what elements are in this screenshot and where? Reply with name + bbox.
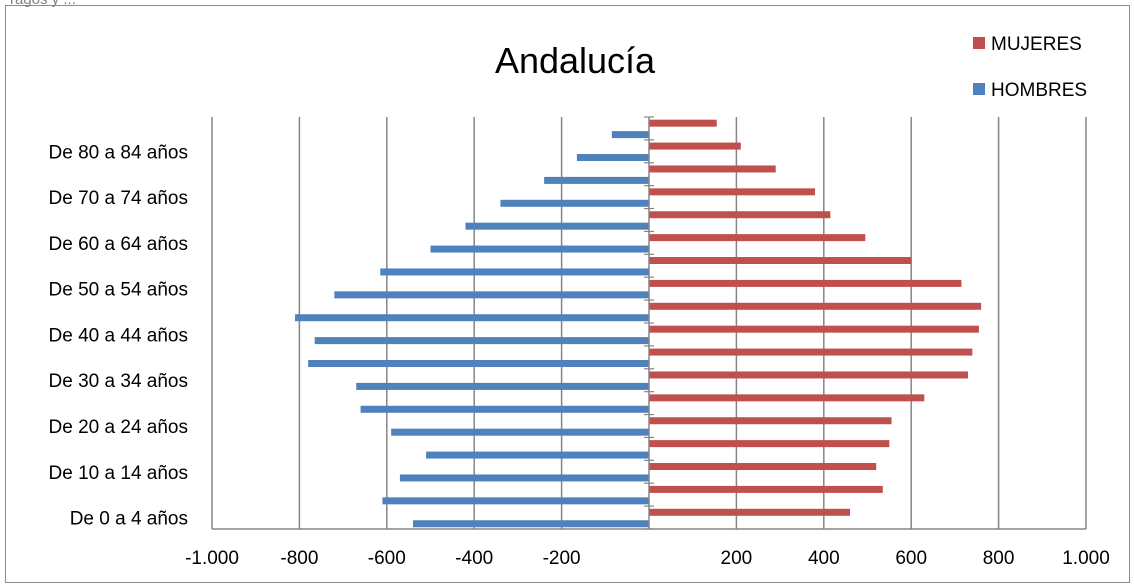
y-category-label: De 50 a 54 años bbox=[49, 280, 188, 301]
bar-hombres bbox=[465, 222, 649, 230]
legend: MUJERES HOMBRES bbox=[973, 34, 1087, 101]
bar-mujeres bbox=[649, 234, 866, 242]
x-tick-label: -800 bbox=[280, 548, 318, 569]
y-category-label: De 20 a 24 años bbox=[49, 417, 188, 438]
axes bbox=[212, 116, 1086, 530]
tick-labels: -1.000 -800 -600 -400 -200 200 400 600 800 1.000 D… bbox=[49, 142, 1110, 569]
y-category-label: De 30 a 34 años bbox=[49, 371, 188, 392]
legend-swatch bbox=[973, 83, 985, 95]
bar-mujeres bbox=[649, 188, 816, 196]
bar-hombres bbox=[334, 291, 649, 299]
x-tick-label: -200 bbox=[543, 548, 581, 569]
y-category-label: De 70 a 74 años bbox=[49, 188, 188, 209]
x-tick-label: -600 bbox=[368, 548, 406, 569]
bar-hombres bbox=[308, 360, 649, 368]
bar-mujeres bbox=[649, 371, 969, 379]
bar-hombres bbox=[611, 131, 649, 139]
bar-mujeres bbox=[649, 211, 831, 219]
bars bbox=[295, 119, 982, 528]
bar-mujeres bbox=[649, 257, 912, 265]
bar-hombres bbox=[500, 199, 649, 207]
legend-label: MUJERES bbox=[991, 34, 1082, 55]
bar-mujeres bbox=[649, 325, 979, 333]
x-tick-label: 400 bbox=[808, 548, 840, 569]
bar-mujeres bbox=[649, 508, 851, 516]
bar-hombres bbox=[426, 451, 649, 459]
bar-hombres bbox=[314, 337, 649, 345]
y-category-label: De 80 a 84 años bbox=[49, 142, 188, 163]
bar-hombres bbox=[360, 405, 649, 413]
bar-mujeres bbox=[649, 463, 877, 471]
bar-mujeres bbox=[649, 302, 982, 310]
x-tick-label: 600 bbox=[895, 548, 927, 569]
bar-hombres bbox=[391, 428, 649, 436]
bar-mujeres bbox=[649, 485, 883, 493]
y-category-label: De 60 a 64 años bbox=[49, 234, 188, 255]
x-tick-label: -1.000 bbox=[185, 548, 239, 569]
x-tick-label: 1.000 bbox=[1062, 548, 1110, 569]
bar-hombres bbox=[576, 154, 649, 162]
bar-hombres bbox=[544, 176, 649, 184]
bar-hombres bbox=[382, 497, 649, 505]
bar-mujeres bbox=[649, 165, 776, 173]
x-tick-label: 200 bbox=[721, 548, 753, 569]
chart-title: Andalucía bbox=[495, 40, 656, 81]
bar-hombres bbox=[356, 382, 649, 390]
y-category-label: De 40 a 44 años bbox=[49, 325, 188, 346]
bar-mujeres bbox=[649, 348, 973, 356]
bar-hombres bbox=[295, 314, 649, 322]
bar-hombres bbox=[399, 474, 649, 482]
y-category-label: De 0 a 4 años bbox=[70, 509, 188, 530]
top-cut-text: ragos y ... bbox=[10, 0, 76, 8]
x-tick-label: 800 bbox=[983, 548, 1015, 569]
bar-mujeres bbox=[649, 394, 925, 402]
legend-swatch bbox=[973, 37, 985, 49]
gridlines bbox=[211, 117, 1087, 529]
bar-mujeres bbox=[649, 279, 962, 287]
bar-mujeres bbox=[649, 142, 741, 150]
legend-label: HOMBRES bbox=[991, 80, 1087, 101]
bar-mujeres bbox=[649, 440, 890, 448]
x-tick-label: -400 bbox=[455, 548, 493, 569]
bar-mujeres bbox=[649, 417, 892, 425]
bar-hombres bbox=[413, 520, 649, 528]
bar-hombres bbox=[380, 268, 649, 276]
bar-mujeres bbox=[649, 119, 717, 127]
y-category-label: De 10 a 14 años bbox=[49, 463, 188, 484]
bar-hombres bbox=[430, 245, 649, 253]
